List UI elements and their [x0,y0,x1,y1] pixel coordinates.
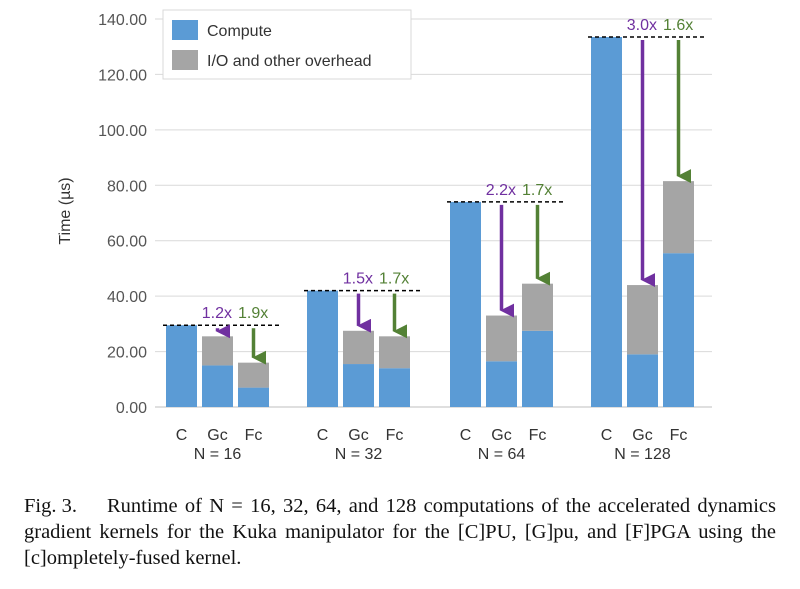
y-tick-label: 120.00 [98,67,147,84]
bar-overhead [627,285,658,355]
bar-compute [663,253,694,407]
bar-compute [450,201,481,407]
bar-compute [522,330,553,407]
bar-category-label: Fc [245,427,263,444]
bar-compute [202,365,233,407]
y-tick-label: 100.00 [98,123,147,140]
bar-category-label: Gc [632,427,652,444]
fpga-speedup-label: 1.6x [663,17,693,34]
bar-overhead [379,336,410,369]
bars [166,37,694,408]
y-tick-label: 20.00 [107,345,147,362]
group-label: N = 128 [614,446,671,463]
bar-compute [343,364,374,407]
bar-category-label: Fc [386,427,404,444]
gpu-speedup-label: 1.2x [202,305,232,322]
figure-caption: Fig. 3. Runtime of N = 16, 32, 64, and 12… [24,493,776,571]
x-axis-labels: C Gc FcN = 16C Gc FcN = 32C Gc FcN = 64C Gc FcN … [176,427,688,463]
legend-label-overhead: I/O and other overhead [207,53,372,70]
bar-category-label: C [460,427,472,444]
bar-compute [627,354,658,407]
bar-compute [307,290,338,407]
y-tick-label: 0.00 [116,400,147,417]
bar-overhead [343,330,374,365]
y-axis-label: Time (µs) [57,177,74,244]
gpu-speedup-label: 2.2x [486,182,516,199]
y-tick-label: 80.00 [107,178,147,195]
y-axis-ticks: 0.00 20.00 40.00 60.00 80.00 100.00 120.00 140.… [98,12,147,417]
bar-compute [379,368,410,407]
bar-compute [238,387,269,407]
bar-compute [591,37,622,408]
group-label: N = 32 [335,446,383,463]
legend-swatch-compute [172,20,198,40]
bar-category-label: C [601,427,613,444]
bar-overhead [522,283,553,331]
fpga-speedup-label: 1.7x [522,182,552,199]
bar-overhead [486,315,517,362]
group-label: N = 64 [478,446,526,463]
bar-overhead [238,362,269,388]
legend-label-compute: Compute [207,23,272,40]
caption-prefix: Fig. 3. [24,495,77,517]
gpu-speedup-label: 1.5x [343,271,373,288]
fpga-speedup-label: 1.7x [379,271,409,288]
bar-category-label: Gc [491,427,511,444]
group-label: N = 16 [194,446,242,463]
runtime-chart: 0.00 20.00 40.00 60.00 80.00 100.00 120.00 140.… [57,9,712,463]
caption-text: Runtime of N = 16, 32, 64, and 128 compu… [24,495,776,569]
bar-category-label: C [176,427,188,444]
bar-category-label: C [317,427,329,444]
fpga-speedup-label: 1.9x [238,305,268,322]
bar-overhead [663,181,694,254]
y-tick-label: 40.00 [107,289,147,306]
bar-category-label: Fc [529,427,547,444]
y-tick-label: 60.00 [107,234,147,251]
bar-category-label: Gc [207,427,227,444]
speedup-annotations: 1.2x 1.9x 1.5x 1.7x 2.2x 1.7x 3.0x 1.6x [163,17,704,365]
gpu-speedup-label: 3.0x [627,17,657,34]
bar-category-label: Fc [670,427,688,444]
bar-category-label: Gc [348,427,368,444]
legend-swatch-overhead [172,50,198,70]
bar-overhead [202,336,233,366]
y-tick-label: 140.00 [98,12,147,29]
legend-box [162,9,412,80]
bar-compute [486,361,517,407]
bar-compute [166,325,197,407]
legend: Compute I/O and other overhead [162,9,412,80]
